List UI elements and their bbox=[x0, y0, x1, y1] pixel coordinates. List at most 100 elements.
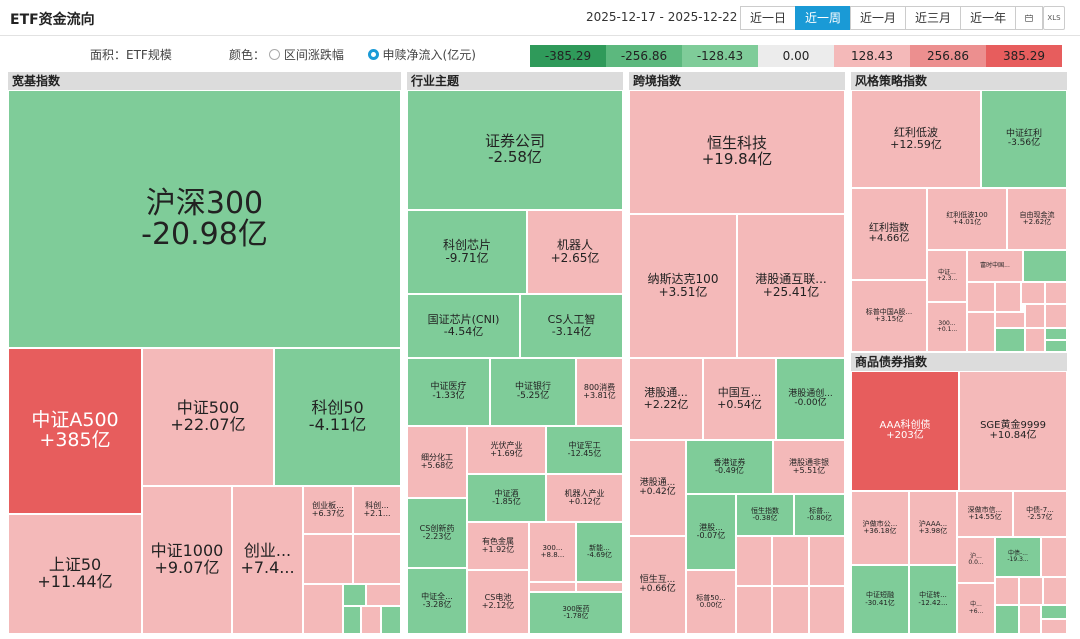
treemap-tile[interactable] bbox=[967, 282, 995, 312]
treemap-tile[interactable] bbox=[1023, 250, 1067, 282]
treemap-tile[interactable] bbox=[995, 312, 1025, 328]
treemap-tile[interactable]: 证券公司 -2.58亿 bbox=[407, 90, 623, 210]
treemap-tile[interactable]: 国证芯片(CNI) -4.54亿 bbox=[407, 294, 520, 358]
treemap-tile[interactable] bbox=[995, 328, 1025, 352]
tab-1d[interactable]: 近一日 bbox=[740, 6, 797, 30]
treemap-tile[interactable]: 中证转... -12.42... bbox=[909, 565, 957, 634]
treemap-tile[interactable]: 恒生科技 +19.84亿 bbox=[629, 90, 845, 214]
treemap-tile[interactable]: 恒生指数 -0.38亿 bbox=[736, 494, 794, 536]
treemap-tile[interactable]: 300... +8.8... bbox=[529, 522, 576, 582]
treemap-tile[interactable]: 红利低波 +12.59亿 bbox=[851, 90, 981, 188]
treemap-tile[interactable] bbox=[1045, 304, 1067, 328]
treemap-tile[interactable] bbox=[303, 534, 353, 584]
legend-swatch[interactable]: 0.00 bbox=[758, 45, 834, 67]
treemap-tile[interactable] bbox=[1021, 282, 1045, 304]
treemap-tile[interactable] bbox=[381, 606, 401, 634]
treemap-tile[interactable] bbox=[361, 606, 381, 634]
legend-swatch[interactable]: 385.29 bbox=[986, 45, 1062, 67]
treemap-tile[interactable]: 中证A500 +385亿 bbox=[8, 348, 142, 514]
treemap-tile[interactable]: CS电池 +2.12亿 bbox=[467, 570, 529, 634]
treemap-tile[interactable]: 中债-7... -2.57亿 bbox=[1013, 491, 1067, 537]
tab-1y[interactable]: 近一年 bbox=[960, 6, 1017, 30]
treemap-tile[interactable]: 光伏产业 +1.69亿 bbox=[467, 426, 546, 474]
treemap-tile[interactable]: 沪... 0.0... bbox=[957, 537, 995, 583]
treemap-tile[interactable]: 机器人 +2.65亿 bbox=[527, 210, 623, 294]
treemap-tile[interactable]: 标普... -0.80亿 bbox=[794, 494, 845, 536]
treemap-tile[interactable]: 红利低波100 +4.01亿 bbox=[927, 188, 1007, 250]
legend-swatch[interactable]: 256.86 bbox=[910, 45, 986, 67]
treemap-tile[interactable]: 恒生互... +0.66亿 bbox=[629, 536, 686, 634]
treemap-tile[interactable]: 300医药 -1.78亿 bbox=[529, 592, 623, 634]
tab-3m[interactable]: 近三月 bbox=[905, 6, 962, 30]
treemap-tile[interactable] bbox=[1019, 605, 1041, 634]
treemap-tile[interactable]: 中证红利 -3.56亿 bbox=[981, 90, 1067, 188]
treemap-tile[interactable] bbox=[1043, 577, 1067, 605]
treemap-tile[interactable]: 中证酒 -1.85亿 bbox=[467, 474, 546, 522]
treemap-tile[interactable]: 上证50 +11.44亿 bbox=[8, 514, 142, 634]
treemap-tile[interactable]: 港股通... +0.42亿 bbox=[629, 440, 686, 536]
treemap-tile[interactable] bbox=[343, 606, 361, 634]
treemap-tile[interactable]: 港股通创... -0.00亿 bbox=[776, 358, 845, 440]
treemap-tile[interactable]: 沪深300 -20.98亿 bbox=[8, 90, 401, 348]
export-xls-icon[interactable]: XLS bbox=[1043, 6, 1065, 30]
treemap-tile[interactable] bbox=[576, 582, 623, 592]
treemap-tile[interactable]: 富时中国... bbox=[967, 250, 1023, 282]
treemap-tile[interactable]: CS创新药 -2.23亿 bbox=[407, 498, 467, 568]
treemap-tile[interactable] bbox=[995, 577, 1019, 605]
treemap-tile[interactable]: SGE黄金9999 +10.84亿 bbox=[959, 371, 1067, 491]
treemap-tile[interactable]: 标普中国A股... +3.15亿 bbox=[851, 280, 927, 352]
treemap-tile[interactable] bbox=[1045, 340, 1067, 352]
radio-change-pct-label[interactable]: 区间涨跌幅 bbox=[283, 48, 344, 62]
treemap-tile[interactable]: 中证军工 -12.45亿 bbox=[546, 426, 623, 474]
treemap-tile[interactable] bbox=[809, 586, 845, 634]
treemap-tile[interactable]: 沪AAA... +3.98亿 bbox=[909, 491, 957, 565]
legend-swatch[interactable]: -385.29 bbox=[530, 45, 606, 67]
treemap-tile[interactable] bbox=[1045, 282, 1067, 304]
treemap-tile[interactable] bbox=[809, 536, 845, 586]
treemap-tile[interactable]: 科创... +2.1... bbox=[353, 486, 401, 534]
treemap-tile[interactable]: 中证500 +22.07亿 bbox=[142, 348, 274, 486]
treemap-tile[interactable]: 科创芯片 -9.71亿 bbox=[407, 210, 527, 294]
tab-1w[interactable]: 近一周 bbox=[795, 6, 852, 30]
treemap-tile[interactable]: 中证银行 -5.25亿 bbox=[490, 358, 576, 426]
treemap-tile[interactable]: AAA科创债 +203亿 bbox=[851, 371, 959, 491]
treemap-tile[interactable] bbox=[772, 536, 809, 586]
treemap-tile[interactable]: 300... +0.1... bbox=[927, 302, 967, 352]
treemap-tile[interactable]: 港股通非银 +5.51亿 bbox=[773, 440, 845, 494]
area-value[interactable]: ETF规模 bbox=[126, 48, 172, 62]
treemap-tile[interactable]: 港股通... +2.22亿 bbox=[629, 358, 703, 440]
legend-swatch[interactable]: 128.43 bbox=[834, 45, 910, 67]
treemap-tile[interactable]: 中债-... -19.3... bbox=[995, 537, 1041, 577]
treemap-tile[interactable]: 中证医疗 -1.33亿 bbox=[407, 358, 490, 426]
treemap-tile[interactable]: 新能... -4.69亿 bbox=[576, 522, 623, 582]
radio-net-inflow-label[interactable]: 申赎净流入(亿元) bbox=[382, 48, 476, 62]
treemap-tile[interactable]: 创业板... +6.37亿 bbox=[303, 486, 353, 534]
radio-change-pct[interactable] bbox=[268, 49, 280, 60]
treemap-tile[interactable]: CS人工智 -3.14亿 bbox=[520, 294, 623, 358]
treemap-tile[interactable]: 中证1000 +9.07亿 bbox=[142, 486, 232, 634]
treemap-tile[interactable] bbox=[303, 584, 343, 634]
treemap-tile[interactable]: 港股通互联... +25.41亿 bbox=[737, 214, 845, 358]
treemap-tile[interactable] bbox=[736, 586, 772, 634]
treemap-tile[interactable]: 中证全... -3.28亿 bbox=[407, 568, 467, 634]
treemap-tile[interactable]: 标普50... 0.00亿 bbox=[686, 570, 736, 634]
treemap-tile[interactable] bbox=[967, 312, 995, 352]
treemap-tile[interactable]: 红利指数 +4.66亿 bbox=[851, 188, 927, 280]
treemap-tile[interactable] bbox=[1041, 605, 1067, 619]
treemap-tile[interactable]: 中国互... +0.54亿 bbox=[703, 358, 776, 440]
treemap-tile[interactable]: 细分化工 +5.68亿 bbox=[407, 426, 467, 498]
treemap-tile[interactable]: 沪做市公... +36.18亿 bbox=[851, 491, 909, 565]
calendar-icon[interactable] bbox=[1015, 6, 1044, 30]
tab-1m[interactable]: 近一月 bbox=[850, 6, 907, 30]
treemap-tile[interactable] bbox=[343, 584, 366, 606]
treemap-tile[interactable] bbox=[353, 534, 401, 584]
legend-swatch[interactable]: -256.86 bbox=[606, 45, 682, 67]
treemap-tile[interactable]: 深做市信... +14.55亿 bbox=[957, 491, 1013, 537]
treemap-tile[interactable]: 香港证券 -0.49亿 bbox=[686, 440, 773, 494]
treemap-tile[interactable]: 中... +6... bbox=[957, 583, 995, 634]
treemap-tile[interactable]: 机器人产业 +0.12亿 bbox=[546, 474, 623, 522]
treemap-tile[interactable] bbox=[366, 584, 401, 606]
treemap-tile[interactable]: 有色金属 +1.92亿 bbox=[467, 522, 529, 570]
treemap-tile[interactable]: 纳斯达克100 +3.51亿 bbox=[629, 214, 737, 358]
date-range[interactable]: 2025-12-17 - 2025-12-22 bbox=[586, 10, 738, 24]
